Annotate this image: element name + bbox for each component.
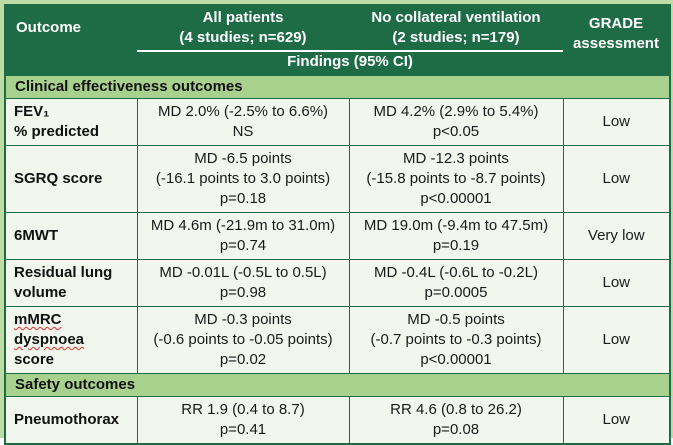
all-patients-finding-cell: MD 2.0% (-2.5% to 6.6%) NS: [136, 98, 350, 146]
all-patients-finding-cell-line: p=0.98: [219, 284, 267, 301]
table-row: FEV₁ % predicted MD 2.0% (-2.5% to 6.6%) NS…: [4, 98, 671, 146]
no-collateral-finding-cell-line: p<0.00001: [420, 351, 492, 368]
no-collateral-finding-cell: MD -0.5 points (-0.7 points to -0.3 point…: [348, 306, 564, 374]
no-collateral-finding-cell-line: p<0.05: [432, 123, 480, 140]
table-header: Outcome All patients (4 studies; n=629) …: [5, 5, 670, 76]
outcome-cell-line: score: [14, 351, 55, 368]
all-patients-finding-cell: MD -0.3 points (-0.6 points to -0.05 poin…: [136, 306, 350, 374]
no-collateral-finding-cell-line: MD -12.3 points: [403, 150, 509, 167]
table-row: Residual lung volume MD -0.01L (-0.5L to 0…: [4, 259, 671, 307]
table-row: 6MWT MD 4.6m (-21.9m to 31.0m) p=0.74 MD 19…: [4, 212, 671, 260]
findings-subheader: Findings (95% CI): [137, 51, 563, 76]
all-patients-finding-cell-line: p=0.41: [219, 421, 267, 438]
grade-cell: Very low: [562, 212, 671, 260]
no-collateral-finding-cell-line: RR 4.6 (0.8 to 26.2): [390, 401, 522, 418]
grade-cell: Low: [562, 396, 671, 445]
section-title: Clinical effectiveness outcomes: [5, 75, 670, 99]
no-collateral-finding-cell-line: MD 4.2% (2.9% to 5.4%): [373, 103, 539, 120]
no-collateral-finding-cell: MD 4.2% (2.9% to 5.4%) p<0.05: [348, 98, 564, 146]
grade-cell: Low: [562, 259, 671, 307]
table-row: SGRQ score MD -6.5 points (-16.1 points to…: [4, 145, 671, 213]
col-header-no-collateral-ventilation: No collateral ventilation (2 studies; n=…: [349, 5, 563, 52]
no-collateral-finding-cell-line: MD -0.4L (-0.6L to -0.2L): [374, 264, 538, 281]
grade-cell-line: Very low: [587, 227, 645, 244]
no-collateral-finding-cell-line: p=0.0005: [424, 284, 488, 301]
grade-cell: Low: [562, 145, 671, 213]
all-patients-finding-cell-line: MD 4.6m (-21.9m to 31.0m): [150, 217, 336, 234]
all-patients-finding-cell-line: RR 1.9 (0.4 to 8.7): [181, 401, 305, 418]
outcome-cell-line: FEV₁: [14, 103, 50, 120]
all-patients-finding-cell-line: (-0.6 points to -0.05 points): [153, 331, 333, 348]
table-row: mMRC dyspnoea score MD -0.3 points (-0.6 poi…: [4, 306, 671, 374]
outcome-cell: Pneumothorax: [4, 396, 138, 445]
section-header-row: Clinical effectiveness outcomes: [5, 75, 670, 99]
outcome-cell-line: dyspnoea: [14, 331, 85, 348]
table-body: Clinical effectiveness outcomes FEV₁ % pre…: [4, 75, 671, 445]
grade-cell-line: Low: [602, 331, 631, 348]
section-title: Safety outcomes: [5, 373, 670, 397]
no-collateral-finding-cell-line: p=0.08: [432, 421, 480, 438]
all-patients-finding-cell-line: NS: [232, 123, 254, 140]
outcome-cell-line: % predicted: [14, 123, 100, 140]
results-table: Outcome All patients (4 studies; n=629) …: [4, 4, 671, 445]
col-header-all-patients: All patients (4 studies; n=629): [137, 5, 349, 52]
findings-row: Findings (95% CI): [5, 51, 670, 76]
outcome-cell-line: Pneumothorax: [14, 411, 120, 428]
no-collateral-finding-cell-line: p=0.19: [432, 237, 480, 254]
no-collateral-finding-cell: MD -12.3 points (-15.8 points to -8.7 poi…: [348, 145, 564, 213]
all-patients-finding-cell-line: MD 2.0% (-2.5% to 6.6%): [157, 103, 329, 120]
outcome-cell: FEV₁ % predicted: [4, 98, 138, 146]
grade-cell-line: Low: [602, 411, 631, 428]
no-collateral-finding-cell: MD -0.4L (-0.6L to -0.2L) p=0.0005: [348, 259, 564, 307]
no-collateral-finding-cell: MD 19.0m (-9.4m to 47.5m) p=0.19: [348, 212, 564, 260]
all-patients-finding-cell-line: p=0.74: [219, 237, 267, 254]
outcome-cell-line: 6MWT: [14, 227, 59, 244]
outcome-cell-line: Residual lung: [14, 264, 113, 281]
all-patients-finding-cell-line: MD -0.01L (-0.5L to 0.5L): [159, 264, 327, 281]
all-patients-finding-cell-line: MD -6.5 points: [194, 150, 292, 167]
all-patients-finding-cell: MD 4.6m (-21.9m to 31.0m) p=0.74: [136, 212, 350, 260]
col-header-outcome: Outcome: [5, 5, 137, 76]
all-patients-finding-cell-line: p=0.02: [219, 351, 267, 368]
header-row: Outcome All patients (4 studies; n=629) …: [5, 5, 670, 76]
grade-cell-line: Low: [602, 170, 631, 187]
grade-cell-line: Low: [602, 274, 631, 291]
table-row: Pneumothorax RR 1.9 (0.4 to 8.7) p=0.41 RR …: [4, 396, 671, 445]
outcome-cell: mMRC dyspnoea score: [4, 306, 138, 374]
col-header-grade-assessment: GRADE assessment: [563, 5, 670, 76]
outcome-cell: 6MWT: [4, 212, 138, 260]
outcome-cell: SGRQ score: [4, 145, 138, 213]
no-collateral-finding-cell-line: (-0.7 points to -0.3 points): [370, 331, 542, 348]
outcome-cell-line: mMRC: [14, 311, 62, 328]
outcome-cell-line: volume: [14, 284, 67, 301]
no-collateral-finding-cell-line: (-15.8 points to -8.7 points): [366, 170, 546, 187]
all-patients-finding-cell: MD -6.5 points (-16.1 points to 3.0 point…: [136, 145, 350, 213]
grade-cell: Low: [562, 98, 671, 146]
all-patients-finding-cell: MD -0.01L (-0.5L to 0.5L) p=0.98: [136, 259, 350, 307]
grade-cell: Low: [562, 306, 671, 374]
no-collateral-finding-cell: RR 4.6 (0.8 to 26.2) p=0.08: [348, 396, 564, 445]
all-patients-finding-cell-line: p=0.18: [219, 190, 267, 207]
grade-cell-line: Low: [602, 113, 631, 130]
all-patients-finding-cell-line: MD -0.3 points: [194, 311, 292, 328]
no-collateral-finding-cell-line: p<0.00001: [420, 190, 492, 207]
all-patients-finding-cell-line: (-16.1 points to 3.0 points): [155, 170, 331, 187]
outcome-cell-line: SGRQ score: [14, 170, 103, 187]
no-collateral-finding-cell-line: MD -0.5 points: [407, 311, 505, 328]
all-patients-finding-cell: RR 1.9 (0.4 to 8.7) p=0.41: [136, 396, 350, 445]
section-header-row: Safety outcomes: [5, 373, 670, 397]
outcome-cell: Residual lung volume: [4, 259, 138, 307]
no-collateral-finding-cell-line: MD 19.0m (-9.4m to 47.5m): [363, 217, 549, 234]
